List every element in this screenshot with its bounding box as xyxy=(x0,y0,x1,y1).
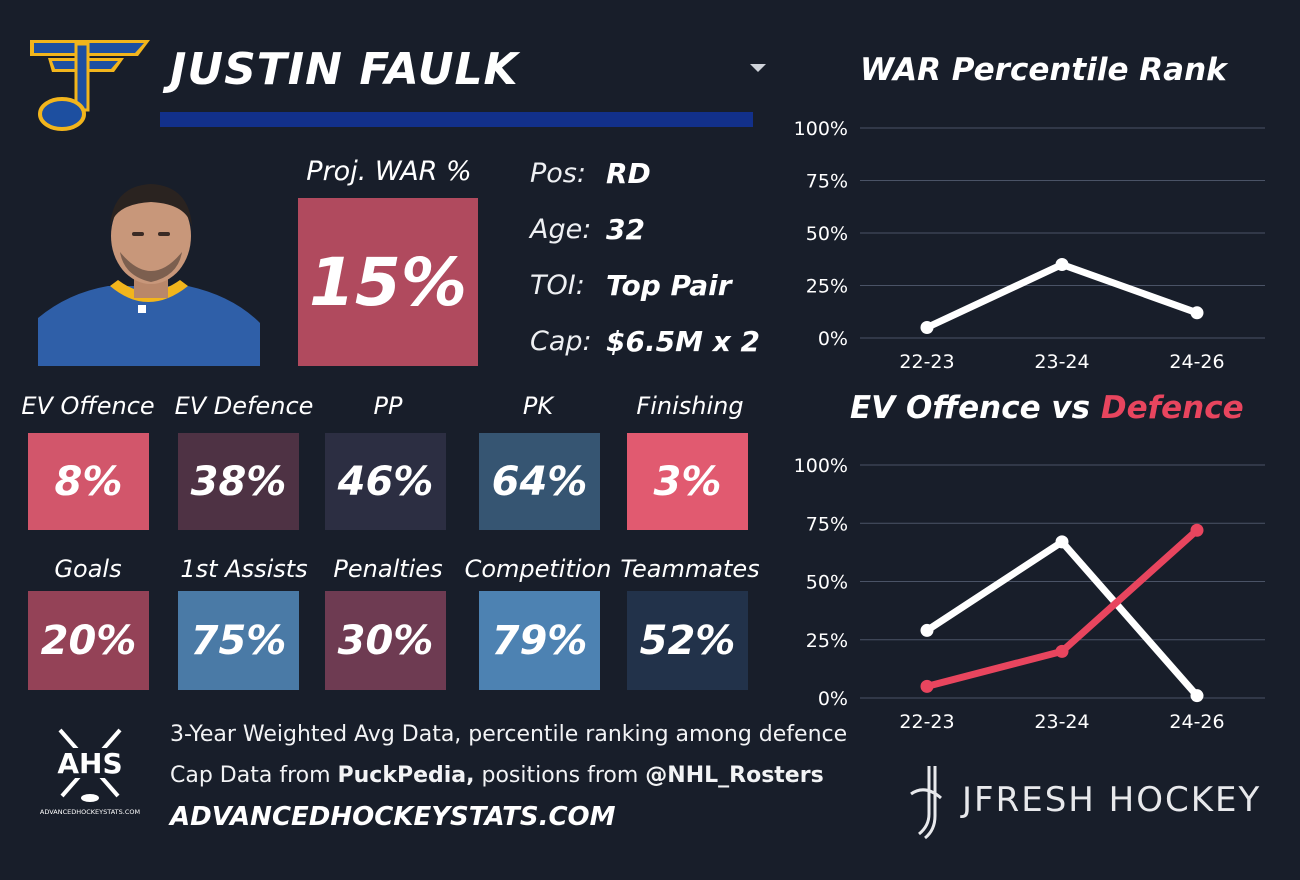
footer-line2-pre: Cap Data from xyxy=(170,763,338,788)
y-tick-label: 50% xyxy=(806,572,848,594)
x-tick-label: 23-24 xyxy=(1034,351,1089,373)
puckpedia-link[interactable]: PuckPedia, xyxy=(337,763,475,788)
y-tick-label: 50% xyxy=(806,223,848,245)
info-value: $6.5M x 2 xyxy=(606,324,760,358)
y-tick-label: 0% xyxy=(818,688,848,710)
x-tick-label: 22-23 xyxy=(899,711,954,733)
jfresh-hockey-brand: JFRESH HOCKEY xyxy=(962,780,1262,820)
stat-value-box: 8% xyxy=(28,433,149,530)
info-value: RD xyxy=(606,156,651,190)
data-point xyxy=(1190,306,1204,320)
info-row-cap: Cap: $6.5M x 2 xyxy=(530,321,760,361)
stat-label: Penalties xyxy=(333,555,443,583)
footer-line2: Cap Data from PuckPedia, positions from … xyxy=(170,763,824,788)
y-tick-label: 100% xyxy=(794,455,848,477)
stat-label: PP xyxy=(373,392,403,420)
x-tick-label: 23-24 xyxy=(1034,711,1089,733)
info-key: Cap: xyxy=(530,325,592,357)
stat-label: 1st Assists xyxy=(180,555,308,583)
stat-value-box: 52% xyxy=(627,591,748,690)
ahs-logo-subtext: ADVANCEDHOCKEYSTATS.COM xyxy=(40,808,140,816)
y-tick-label: 75% xyxy=(806,513,848,535)
ev-offence-defence-chart: 0% 25% 50% 75% 100% 22-23 23-24 24-26 xyxy=(794,455,1265,733)
series-line xyxy=(923,261,1201,331)
team-logo xyxy=(30,40,150,131)
y-tick-label: 25% xyxy=(806,276,848,298)
nhl-rosters-link[interactable]: @NHL_Rosters xyxy=(645,763,824,788)
stat-label: Competition xyxy=(464,555,612,583)
info-key: Age: xyxy=(530,213,592,245)
stat-label: Teammates xyxy=(620,555,760,583)
info-key: TOI: xyxy=(530,269,585,301)
y-tick-label: 75% xyxy=(806,171,848,193)
chart-title-ev-part1: EV Offence vs xyxy=(850,390,1101,426)
proj-war-value: 15% xyxy=(298,198,478,366)
stat-value-box: 64% xyxy=(479,433,600,530)
info-value: 32 xyxy=(606,212,645,246)
stat-value-box: 75% xyxy=(178,591,299,690)
x-tick-label: 22-23 xyxy=(899,351,954,373)
proj-war-label: Proj. WAR % xyxy=(306,156,472,187)
stat-value-box: 30% xyxy=(325,591,446,690)
x-tick-label: 24-26 xyxy=(1169,351,1224,373)
info-row-position: Pos: RD xyxy=(530,153,651,193)
jfresh-stick-icon xyxy=(910,766,942,840)
stat-value-box: 46% xyxy=(325,433,446,530)
stat-label: EV Offence xyxy=(21,392,155,420)
data-point xyxy=(920,623,934,637)
footer-line1: 3-Year Weighted Avg Data, percentile ran… xyxy=(170,722,848,747)
name-underline-bar xyxy=(160,112,753,127)
stat-value-box: 79% xyxy=(479,591,600,690)
data-point xyxy=(1055,644,1069,658)
data-point xyxy=(920,679,934,693)
chart-title-ev-part2: Defence xyxy=(1100,390,1244,426)
chart-title-ev: EV Offence vs Defence xyxy=(850,390,1244,426)
stat-label: Finishing xyxy=(636,392,744,420)
data-point xyxy=(1055,535,1069,549)
y-tick-label: 100% xyxy=(794,118,848,140)
info-key: Pos: xyxy=(530,157,586,189)
y-tick-label: 25% xyxy=(806,630,848,652)
player-name: JUSTIN FAULK xyxy=(170,44,519,95)
player-headshot xyxy=(38,184,260,366)
info-value: Top Pair xyxy=(606,268,732,302)
war-percentile-chart: 0% 25% 50% 75% 100% 22-23 23-24 24-26 xyxy=(794,118,1265,373)
y-tick-label: 0% xyxy=(818,328,848,350)
info-row-toi: TOI: Top Pair xyxy=(530,265,732,305)
data-point xyxy=(920,321,934,334)
player-dropdown-chevron-icon[interactable] xyxy=(750,64,766,72)
info-row-age: Age: 32 xyxy=(530,209,645,249)
x-tick-label: 24-26 xyxy=(1169,711,1224,733)
stat-label: PK xyxy=(522,392,554,420)
chart-title-war: WAR Percentile Rank xyxy=(860,52,1227,88)
series-line xyxy=(923,526,1201,690)
data-point xyxy=(1190,523,1204,537)
data-point xyxy=(1190,689,1204,703)
data-point xyxy=(1055,258,1069,271)
stat-label: Goals xyxy=(54,555,122,583)
stat-value-box: 38% xyxy=(178,433,299,530)
stat-value-box: 3% xyxy=(627,433,748,530)
ahs-logo: AHS ADVANCEDHOCKEYSTATS.COM xyxy=(40,728,140,816)
stat-value-box: 20% xyxy=(28,591,149,690)
footer-line2-mid: positions from xyxy=(474,763,646,788)
stat-label: EV Defence xyxy=(174,392,314,420)
ahs-url-link[interactable]: ADVANCEDHOCKEYSTATS.COM xyxy=(170,802,616,832)
ahs-logo-text: AHS xyxy=(57,747,122,780)
